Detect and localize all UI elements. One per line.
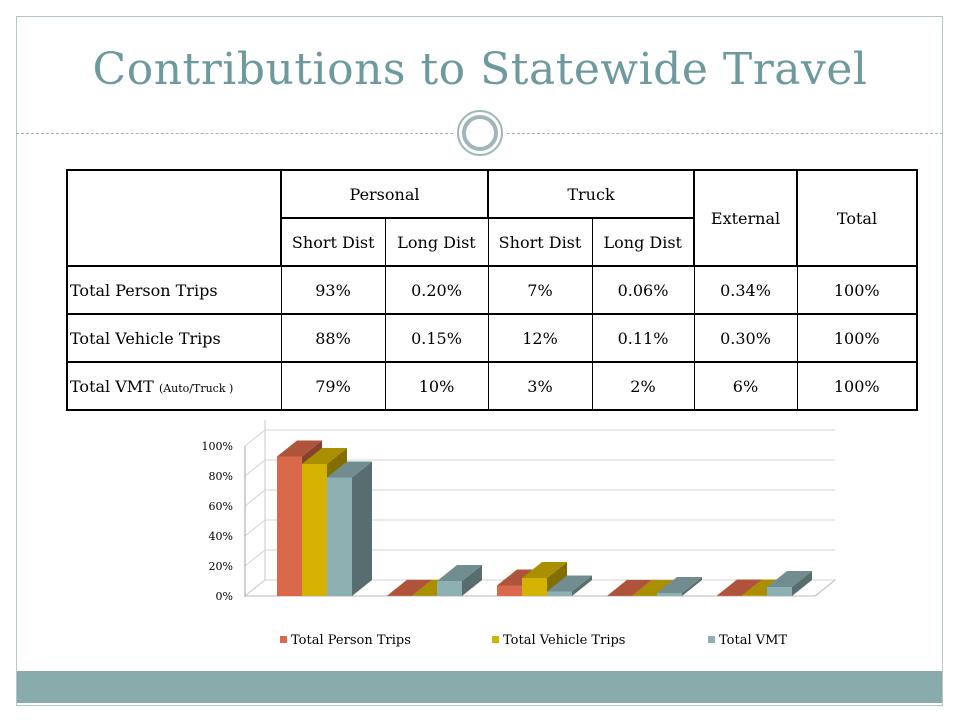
table-cell: 79% [280,361,386,411]
bar-top [767,571,812,587]
y-tick-label: 40% [209,530,233,543]
legend-swatch [492,636,499,643]
bar [547,591,572,596]
table-cell: 2% [591,361,695,411]
row-note: (Auto/Truck ) [158,381,234,395]
legend-label: Total Person Trips [291,633,411,648]
bar [717,595,742,596]
subheader-personal-long: Long Dist [384,217,489,267]
table-cell: 0.11% [591,313,695,363]
row-label: Total Vehicle Trips [66,313,282,363]
title-rule-left [16,133,453,134]
gridline [244,429,835,447]
bottom-accent-bar [17,671,942,703]
bar-top [437,565,482,581]
table-cell: 0.30% [693,313,798,363]
gridline [244,519,835,537]
slide-title: Contributions to Statewide Travel [92,44,868,95]
bar [327,477,352,596]
table-cell: 3% [487,361,593,411]
title-rule-right [507,133,943,134]
table-row: Total Vehicle Trips 88% 0.15% 12% 0.11% … [66,313,918,363]
table-cell: 88% [280,313,386,363]
row-label: Total Person Trips [66,265,282,315]
back-wall-edge [244,420,266,597]
bar-side [462,565,482,596]
row-label: Total VMT (Auto/Truck ) [66,361,282,411]
contributions-bar-chart: 0% 20% 40% 60% 80% 100% Total Person Trips Tota… [202,420,837,648]
header-truck: Truck [487,169,695,219]
bar-side [792,571,812,596]
y-tick-label: 0% [216,590,233,603]
table-cell: 0.15% [384,313,489,363]
bar-top [632,579,677,596]
table-cell: 100% [796,361,918,411]
bar [302,464,327,596]
legend-label: Total Vehicle Trips [503,633,625,648]
bar-top [717,579,762,596]
table-cell: 0.20% [384,265,489,315]
header-personal: Personal [280,169,489,219]
table-row: Total VMT (Auto/Truck ) 79% 10% 3% 2% 6%… [66,361,918,411]
circle-ornament-icon [457,110,503,156]
legend-swatch [280,636,287,643]
bar [277,456,302,596]
bar-top [522,562,567,578]
bar-top [327,461,372,478]
bar-top [547,575,592,592]
y-tick-label: 20% [209,560,233,573]
y-tick-label: 80% [209,470,233,483]
subheader-truck-long: Long Dist [591,217,695,267]
subheader-personal-short: Short Dist [280,217,386,267]
table-corner-cell [66,169,282,267]
table-header-row: Personal Truck External Total [66,169,918,267]
contributions-table: Personal Truck External Total Short Dist… [66,169,918,411]
table-cell: 12% [487,313,593,363]
bar-top [302,448,347,464]
bar-top [607,579,652,596]
table-cell: 7% [487,265,593,315]
gridline [244,549,835,567]
header-external: External [693,169,798,267]
table-cell: 6% [693,361,798,411]
gridline [244,459,835,477]
bar [522,578,547,596]
table-cell: 100% [796,313,918,363]
y-tick-label: 60% [209,500,233,513]
bar [657,593,682,596]
subheader-truck-short: Short Dist [487,217,593,267]
y-tick-label: 100% [202,440,233,453]
bar-side [352,461,372,596]
bar-side [682,577,702,596]
bar-top [657,577,702,593]
header-total: Total [796,169,918,267]
table-cell: 100% [796,265,918,315]
table-cell: 10% [384,361,489,411]
table-cell: 93% [280,265,386,315]
legend-swatch [708,636,715,643]
gridline [244,489,835,507]
table-cell: 0.06% [591,265,695,315]
table-subheader-row: Short Dist Long Dist Short Dist Long Dis… [67,217,917,267]
bar [497,585,522,596]
bar [767,587,792,596]
bar-top [277,440,322,457]
bar [437,581,462,596]
table-cell: 0.34% [693,265,798,315]
legend-label: Total VMT [719,633,787,648]
slide-frame [16,16,943,706]
bar-top [387,579,432,596]
table-row: Total Person Trips 93% 0.20% 7% 0.06% 0.… [66,265,918,315]
bar-side [572,575,592,596]
